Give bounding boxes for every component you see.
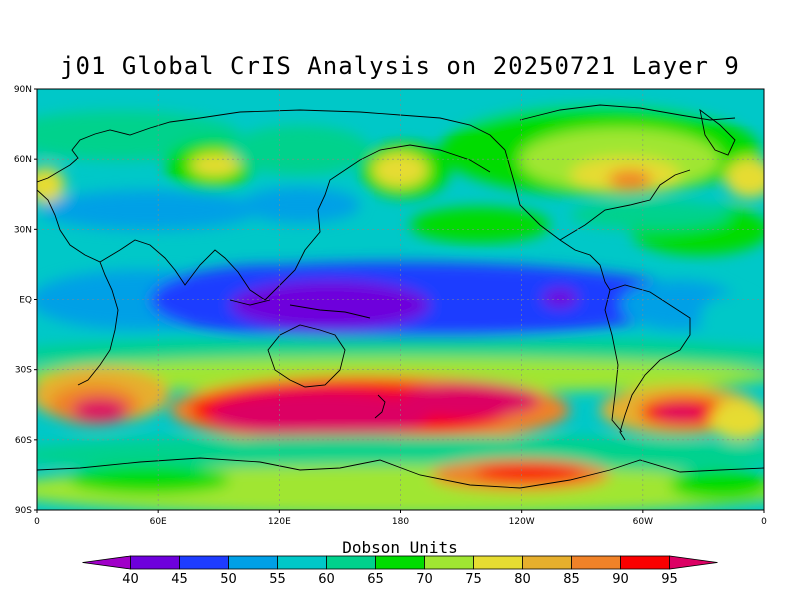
colorbar-swatch: [326, 555, 376, 570]
colorbar-level-label: 80: [514, 572, 531, 587]
colorbar-swatch: [277, 555, 327, 570]
lon-tick-label: 180: [392, 517, 409, 527]
coast-indonesia: [229, 299, 371, 319]
coast-africa-east: [37, 189, 119, 386]
colorbar-level-label: 40: [122, 572, 139, 587]
colorbar-swatch: [424, 555, 474, 570]
latitude-axis: 90N 60N 30N EQ 30S 60S 90S: [14, 85, 37, 516]
coast-asia-east: [264, 144, 491, 301]
colorbar-level-label: 65: [367, 572, 384, 587]
coast-south-america-west: [604, 289, 623, 433]
colorbar-level-label: 85: [563, 572, 580, 587]
lon-tick-label: 60W: [633, 517, 653, 527]
coast-australia: [267, 324, 346, 388]
coast-asia-south: [99, 239, 266, 301]
map-title: j01 Global CrIS Analysis on 20250721 Lay…: [60, 52, 740, 80]
lat-tick-label: 30S: [15, 366, 32, 376]
field-blobs: [37, 89, 764, 510]
colorbar-units-label: Dobson Units: [342, 538, 458, 557]
colorbar-level-label: 60: [318, 572, 335, 587]
colorbar-swatch: [522, 555, 572, 570]
coastlines: [37, 104, 764, 489]
lat-tick-label: 60S: [15, 436, 32, 446]
coast-south-america-east: [609, 284, 691, 441]
colorbar-extend-high: [669, 555, 718, 570]
lon-tick-label: 120E: [268, 517, 291, 527]
colorbar-level-label: 90: [612, 572, 629, 587]
colorbar-swatch: [620, 555, 670, 570]
colorbar-swatch: [179, 555, 229, 570]
coast-greenland: [699, 108, 736, 156]
colorbar-level-label: 70: [416, 572, 433, 587]
lat-tick-label: 60N: [14, 155, 32, 165]
lon-tick-label: 60E: [150, 517, 167, 527]
coast-north-america-west: [504, 149, 611, 291]
colorbar-swatch: [130, 555, 180, 570]
colorbar-swatch: [473, 555, 523, 570]
coast-arctic-north-america: [519, 104, 736, 121]
colorbar-swatch: [571, 555, 621, 570]
lat-tick-label: EQ: [19, 296, 32, 306]
coast-eurasia-north: [37, 109, 506, 183]
map-gridlines: [37, 89, 764, 510]
colorbar-level-label: 45: [171, 572, 188, 587]
colorbar-swatch: [228, 555, 278, 570]
colorbar: 40 45 50 55 60 65 70 75 80 85 90 95: [82, 555, 718, 587]
coast-antarctica: [37, 457, 764, 489]
colorbar-level-label: 55: [269, 572, 286, 587]
lon-tick-label: 0: [34, 517, 40, 527]
colorbar-level-label: 50: [220, 572, 237, 587]
lat-tick-label: 30N: [14, 225, 32, 235]
lat-tick-label: 90S: [15, 506, 32, 516]
lat-tick-label: 90N: [14, 85, 32, 95]
lon-tick-label: 120W: [509, 517, 535, 527]
colorbar-extend-low: [82, 555, 131, 570]
colorbar-swatch: [375, 555, 425, 570]
lon-tick-label: 0: [761, 517, 767, 527]
colorbar-level-label: 75: [465, 572, 482, 587]
colorbar-level-label: 95: [661, 572, 678, 587]
coast-new-zealand: [374, 394, 386, 419]
coast-north-america-east: [559, 169, 691, 241]
ozone-field: [37, 89, 764, 510]
longitude-axis: 0 60E 120E 180 120W 60W 0: [34, 510, 767, 527]
